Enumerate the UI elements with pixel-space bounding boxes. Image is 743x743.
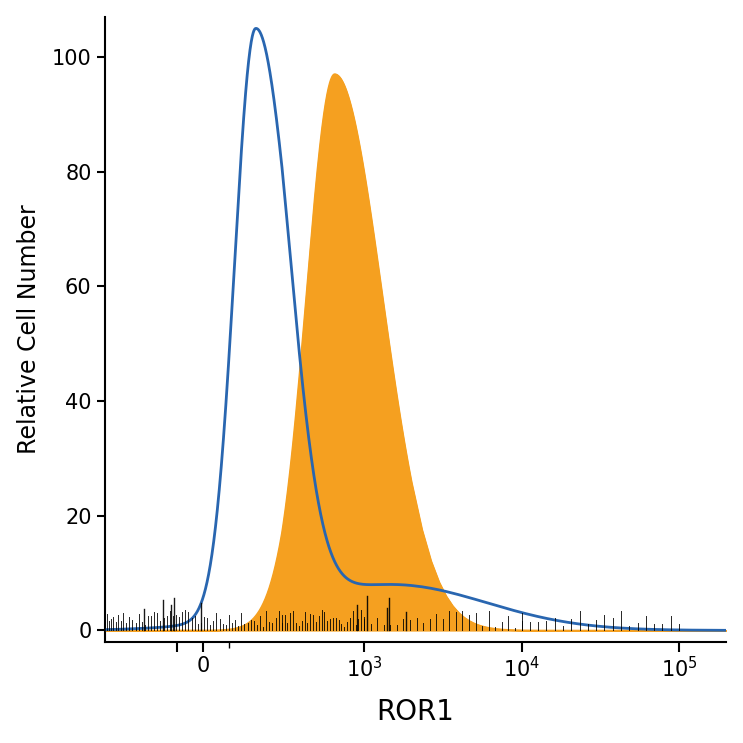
Y-axis label: Relative Cell Number: Relative Cell Number	[16, 204, 41, 454]
X-axis label: ROR1: ROR1	[377, 698, 455, 727]
